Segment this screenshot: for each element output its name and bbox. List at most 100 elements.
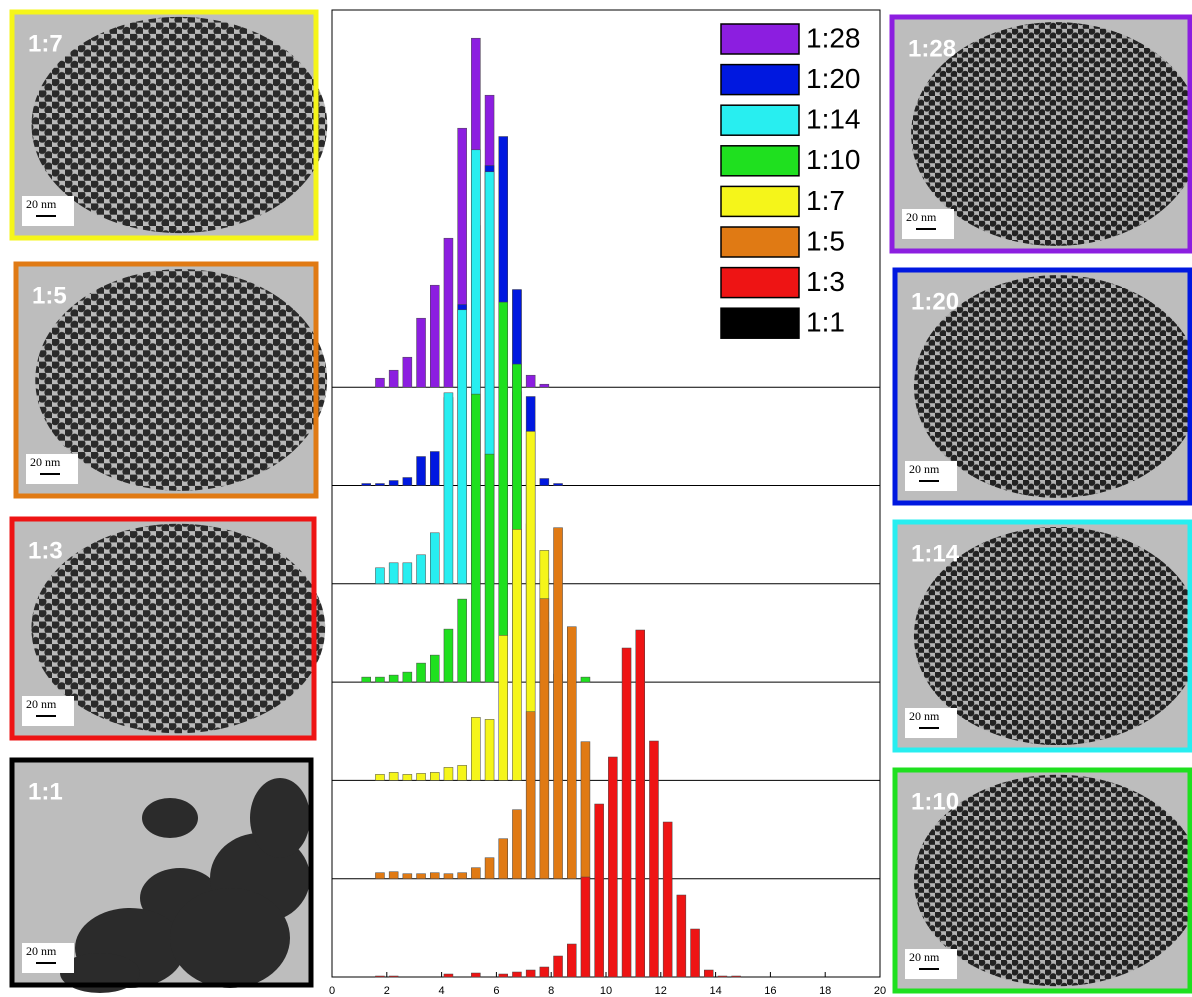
bar <box>430 654 440 683</box>
scale-bar-label: 20 nm <box>26 697 57 711</box>
legend-swatch <box>720 104 800 136</box>
x-tick-label: 12 <box>655 985 667 997</box>
bar <box>649 740 659 978</box>
image-label: 1:5 <box>32 282 67 309</box>
bar <box>402 562 413 585</box>
bar <box>416 662 426 683</box>
legend-label: 1:1 <box>806 307 845 338</box>
scale-bar-label: 20 nm <box>909 462 940 476</box>
bar <box>361 483 371 486</box>
scale-bar-box <box>22 696 74 726</box>
legend-swatch <box>720 307 800 339</box>
bar <box>580 676 591 683</box>
scale-bar-box <box>905 708 957 738</box>
bar <box>457 598 467 683</box>
bar <box>662 821 673 978</box>
bar <box>416 773 426 781</box>
image-border <box>9 516 317 741</box>
bar <box>388 369 399 388</box>
x-tick-label: 2 <box>384 985 390 997</box>
bar <box>375 872 385 879</box>
legend-swatch <box>720 185 800 218</box>
image-label: 1:10 <box>911 788 959 815</box>
legend-label: 1:5 <box>806 225 845 256</box>
bar <box>443 767 454 781</box>
legend-label: 1:3 <box>806 266 845 297</box>
particle-domain <box>913 774 1192 987</box>
particle-domain <box>31 523 326 734</box>
bar <box>416 317 426 388</box>
bar <box>484 719 495 781</box>
bar <box>525 711 536 879</box>
bar <box>457 872 467 879</box>
legend-swatch <box>720 145 800 177</box>
tem-image: 1:3 20 nm <box>9 516 326 741</box>
scale-bar-label: 20 nm <box>906 210 937 224</box>
bar <box>388 674 399 683</box>
bar <box>498 635 508 781</box>
scale-bar-label: 20 nm <box>909 950 940 964</box>
scale-bar-box <box>22 943 74 973</box>
particle-domain <box>913 275 1192 498</box>
tem-image: 1:10 20 nm <box>892 767 1192 994</box>
bar <box>704 969 714 978</box>
x-tick-label: 6 <box>493 985 499 997</box>
bar <box>430 772 440 781</box>
bar <box>430 284 440 388</box>
x-tick-label: 18 <box>819 985 831 997</box>
bar <box>580 741 591 879</box>
image-label: 1:28 <box>908 35 956 62</box>
legend-swatch <box>720 266 800 299</box>
tem-image: 1:28 20 nm <box>889 14 1192 254</box>
bar <box>430 532 440 585</box>
scale-bar-box <box>905 949 957 979</box>
legend-label: 1:14 <box>806 104 861 135</box>
bar <box>567 943 577 978</box>
bar <box>388 562 399 585</box>
image-border <box>889 14 1192 254</box>
bar <box>553 527 563 879</box>
bar <box>402 873 413 879</box>
bar <box>471 867 481 879</box>
bar <box>717 975 728 978</box>
legend-label: 1:20 <box>806 63 861 94</box>
legend-swatch <box>720 63 800 96</box>
bar <box>471 717 481 781</box>
image-label: 1:1 <box>28 778 63 805</box>
image-border <box>9 9 319 241</box>
particle-domain <box>913 526 1192 746</box>
bar <box>443 973 454 978</box>
bar <box>580 876 591 978</box>
legend-swatch <box>720 23 800 55</box>
bar <box>567 626 577 879</box>
scale-bar-label: 20 nm <box>26 944 57 958</box>
bar <box>388 975 399 978</box>
x-tick-label: 10 <box>600 985 612 997</box>
bar <box>594 803 604 978</box>
tem-image: 1:5 20 nm <box>13 261 328 499</box>
bar <box>457 765 467 781</box>
bar <box>525 374 536 388</box>
scale-bar-label: 20 nm <box>26 197 57 211</box>
bar <box>471 972 481 978</box>
bar <box>430 872 440 879</box>
bar <box>375 567 385 585</box>
bar <box>443 392 454 585</box>
scale-bar-box <box>22 196 74 226</box>
x-tick-label: 0 <box>329 985 335 997</box>
bar <box>402 477 413 486</box>
bar <box>731 975 741 978</box>
scale-bar-box <box>905 461 957 491</box>
image-border <box>892 267 1192 506</box>
image-label: 1:7 <box>28 30 63 57</box>
bar <box>690 928 700 978</box>
tem-image: 1:20 20 nm <box>892 267 1192 506</box>
chart: 0 2 4 6 8 10 12 14 16 18 20 1:28 1:20 1:14 1:10 1:7 1:5 1… <box>329 9 886 997</box>
tem-images: 1:7 20 nm 1:5 20 nm 1:3 20 nm 1:1 20 nm 1:28 20 n… <box>9 9 1192 994</box>
scale-bar-label: 20 nm <box>30 455 61 469</box>
particle-domain <box>35 269 328 491</box>
image-border <box>13 261 319 499</box>
bar <box>498 838 508 879</box>
